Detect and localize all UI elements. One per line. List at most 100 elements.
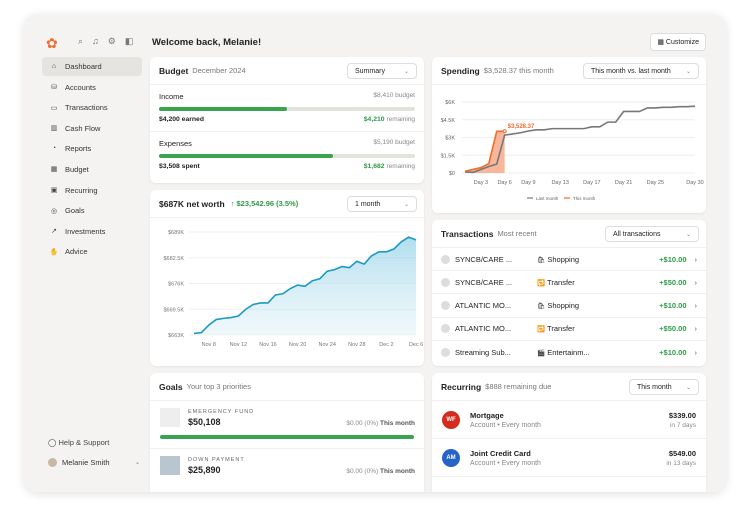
merchant-name: ATLANTIC MO... <box>455 300 512 310</box>
select-value: This month <box>637 383 672 391</box>
sidebar-item-advice[interactable]: ✋ Advice <box>42 242 142 261</box>
user-menu[interactable]: Melanie Smith ⌄ <box>48 458 140 467</box>
goals-card: Goals Your top 3 priorities EMERGENCY FUN… <box>150 373 424 492</box>
sidebar-toggle-icon[interactable]: ◧ <box>124 36 134 46</box>
customize-button[interactable]: ▦ Customize <box>650 33 706 51</box>
chevron-right-icon: › <box>694 300 698 310</box>
sidebar-item-transactions[interactable]: ▭ Transactions <box>42 98 142 117</box>
last-month-line <box>464 105 696 174</box>
y-tick-label: $6K <box>445 100 455 106</box>
sidebar-item-cash-flow[interactable]: ▥ Cash Flow <box>42 119 142 138</box>
spending-subtitle: $3,528.37 this month <box>483 66 554 75</box>
app-logo-icon: ✿ <box>46 35 58 51</box>
recurring-due: in 13 days <box>666 459 696 467</box>
income-budget: $8,410 budget <box>373 92 415 99</box>
sidebar-item-investments[interactable]: ↗ Investments <box>42 222 142 241</box>
transaction-row[interactable]: ATLANTIC MO... 🔁 Transfer +$50.00 › <box>432 318 706 341</box>
sidebar-item-budget[interactable]: ▦ Budget <box>42 160 142 179</box>
spending-compare-select[interactable]: This month vs. last month ⌄ <box>583 63 699 79</box>
remaining-label: remaining <box>386 115 415 123</box>
goal-period: This month <box>379 420 415 427</box>
grid-icon: ▦ <box>657 39 664 46</box>
budget-view-select[interactable]: Summary ⌄ <box>347 63 417 79</box>
goal-period: This month <box>379 468 415 475</box>
target-icon: ◎ <box>50 207 58 215</box>
x-tick-label: Nov 28 <box>348 342 365 348</box>
sidebar-item-recurring[interactable]: ▣ Recurring <box>42 181 142 200</box>
recurring-range-select[interactable]: This month ⌄ <box>629 379 699 395</box>
expenses-progress-bar <box>159 154 415 158</box>
pie-icon: ◔ <box>51 145 57 153</box>
chat-icon: ◯ <box>48 438 57 447</box>
recurring-card: Recurring $888 remaining due This month ⌄ … <box>432 373 706 492</box>
chevron-right-icon: › <box>694 277 698 287</box>
category-icon: 🔁 <box>537 326 546 334</box>
help-support-link[interactable]: ◯ Help & Support <box>48 438 109 447</box>
expenses-label: Expenses <box>159 139 192 148</box>
remaining-label: remaining <box>386 162 415 170</box>
net-worth-range-select[interactable]: 1 month ⌄ <box>347 196 417 212</box>
sidebar-item-accounts[interactable]: ⛁ Accounts <box>42 78 142 97</box>
recurring-detail: Account • Every month <box>470 421 541 429</box>
legend-label: This month <box>573 196 596 201</box>
sidebar-item-dashboard[interactable]: ⌂ Dashboard <box>42 57 142 76</box>
sidebar-item-goals[interactable]: ◎ Goals <box>42 201 142 220</box>
chevron-down-icon: ⌄ <box>403 68 409 75</box>
thumbs-up-icon: ✋ <box>49 248 59 256</box>
goal-image <box>160 408 180 427</box>
select-value: All transactions <box>613 230 661 238</box>
transactions-filter-select[interactable]: All transactions ⌄ <box>605 226 699 242</box>
sidebar-nav: ⌂ Dashboard ⛁ Accounts ▭ Transactions ▥ Cash Fl… <box>42 57 142 263</box>
net-worth-title: $687K net worth <box>159 198 225 209</box>
category-icon: 🔁 <box>537 279 546 287</box>
chevron-right-icon: › <box>694 324 698 334</box>
transaction-row[interactable]: Streaming Sub... 🎬 Entertainm... +$10.00 › <box>432 341 706 364</box>
recurring-due: in 7 days <box>669 421 696 429</box>
merchant-icon <box>441 300 450 310</box>
user-name: Melanie Smith <box>62 458 110 467</box>
sidebar-item-label: Dashboard <box>65 62 102 71</box>
merchant-icon <box>441 324 450 334</box>
transaction-row[interactable]: SYNCB/CARE ... 🔁 Transfer +$50.00 › <box>432 271 706 295</box>
bell-icon[interactable]: ♫ <box>92 36 99 46</box>
sidebar-item-reports[interactable]: ◔ Reports <box>42 139 142 158</box>
merchant-name: SYNCB/CARE ... <box>455 254 513 264</box>
recurring-detail: Account • Every month <box>470 459 541 467</box>
income-label: Income <box>159 92 184 101</box>
goal-row[interactable]: EMERGENCY FUND $50,108 $0.00 (0%) This m… <box>150 401 424 449</box>
category-label: Entertainm... <box>547 347 590 357</box>
recurring-row[interactable]: WF Mortgage Account • Every month $339.00 in… <box>432 401 706 439</box>
sidebar: ✿ ⌕ ♫ ⚙ ◧ ⌂ Dashboard ⛁ Accounts ▭ Transactio… <box>38 14 144 492</box>
budget-period: December 2024 <box>192 66 246 75</box>
goal-row[interactable]: DOWN PAYMENT $25,890 $0.00 (0%) This mon… <box>150 449 424 492</box>
card-title: Goals <box>159 381 183 392</box>
x-tick-label: Nov 12 <box>230 342 247 348</box>
goals-subtitle: Your top 3 priorities <box>186 382 251 391</box>
goal-label: DOWN PAYMENT <box>188 457 245 463</box>
transactions-card: Transactions Most recent All transactions… <box>432 220 706 366</box>
goal-change: $0.00 (0%) <box>346 420 379 427</box>
income-remaining: $4,210 <box>363 115 385 123</box>
this-month-line <box>464 130 505 173</box>
transaction-row[interactable]: SYNCB/CARE ... 🛍 Shopping +$10.00 › <box>432 248 706 272</box>
search-icon[interactable]: ⌕ <box>78 36 84 46</box>
gear-icon[interactable]: ⚙ <box>107 36 116 46</box>
net-worth-change: $23,542.96 (3.5%) <box>236 199 299 208</box>
transaction-row[interactable]: ATLANTIC MO... 🛍 Shopping +$10.00 › <box>432 294 706 318</box>
x-tick-label: Day 17 <box>583 180 600 186</box>
recurring-row[interactable]: AM Joint Credit Card Account • Every month… <box>432 439 706 477</box>
help-label: Help & Support <box>58 438 110 447</box>
goal-image <box>160 456 180 475</box>
app-window: ✿ ⌕ ♫ ⚙ ◧ ⌂ Dashboard ⛁ Accounts ▭ Transactio… <box>24 14 726 492</box>
bar-chart-icon: ▥ <box>50 125 58 133</box>
card-icon: ▭ <box>50 104 58 112</box>
x-tick-label: Dec 6 <box>409 342 423 348</box>
chevron-down-icon: ⌄ <box>685 231 691 238</box>
chevron-down-icon: ⌄ <box>685 68 691 75</box>
x-tick-label: Day 30 <box>686 180 703 186</box>
net-worth-card: $687K net worth ↑ $23,542.96 (3.5%) 1 mon… <box>150 190 424 366</box>
goal-change: $0.00 (0%) <box>346 468 379 475</box>
goal-label: EMERGENCY FUND <box>188 409 255 415</box>
calendar-icon: ▣ <box>50 187 58 195</box>
income-progress-bar <box>159 107 415 111</box>
